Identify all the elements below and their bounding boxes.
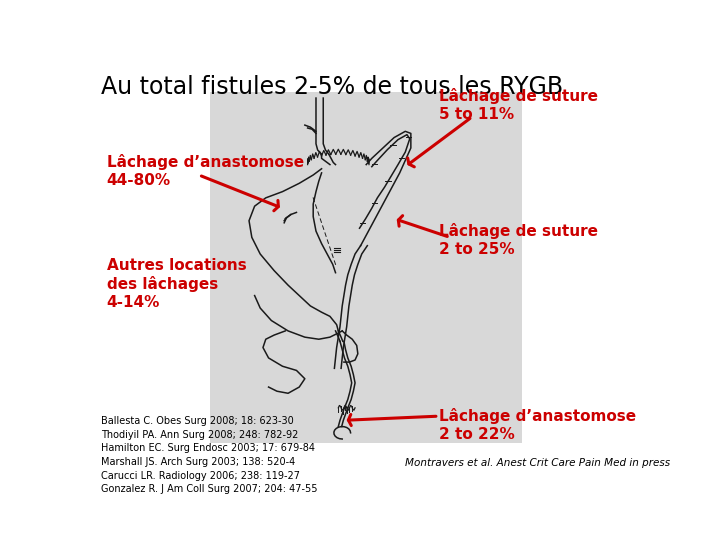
Text: Montravers et al. Anest Crit Care Pain Med in press: Montravers et al. Anest Crit Care Pain M… <box>405 458 670 468</box>
Text: Lâchage de suture
2 to 25%: Lâchage de suture 2 to 25% <box>438 223 598 257</box>
Text: Lâchage d’anastomose
44-80%: Lâchage d’anastomose 44-80% <box>107 154 304 188</box>
Text: Lâchage de suture
5 to 11%: Lâchage de suture 5 to 11% <box>438 87 598 122</box>
Text: Autres locations
des lâchages
4-14%: Autres locations des lâchages 4-14% <box>107 258 246 310</box>
Bar <box>210 92 523 443</box>
Text: Lâchage d’anastomose
2 to 22%: Lâchage d’anastomose 2 to 22% <box>438 408 636 442</box>
Text: Ballesta C. Obes Surg 2008; 18: 623-30
Thodiyil PA. Ann Surg 2008; 248: 782-92
H: Ballesta C. Obes Surg 2008; 18: 623-30 T… <box>101 416 318 494</box>
Text: Au total fistules 2-5% de tous les RYGB: Au total fistules 2-5% de tous les RYGB <box>101 75 563 99</box>
